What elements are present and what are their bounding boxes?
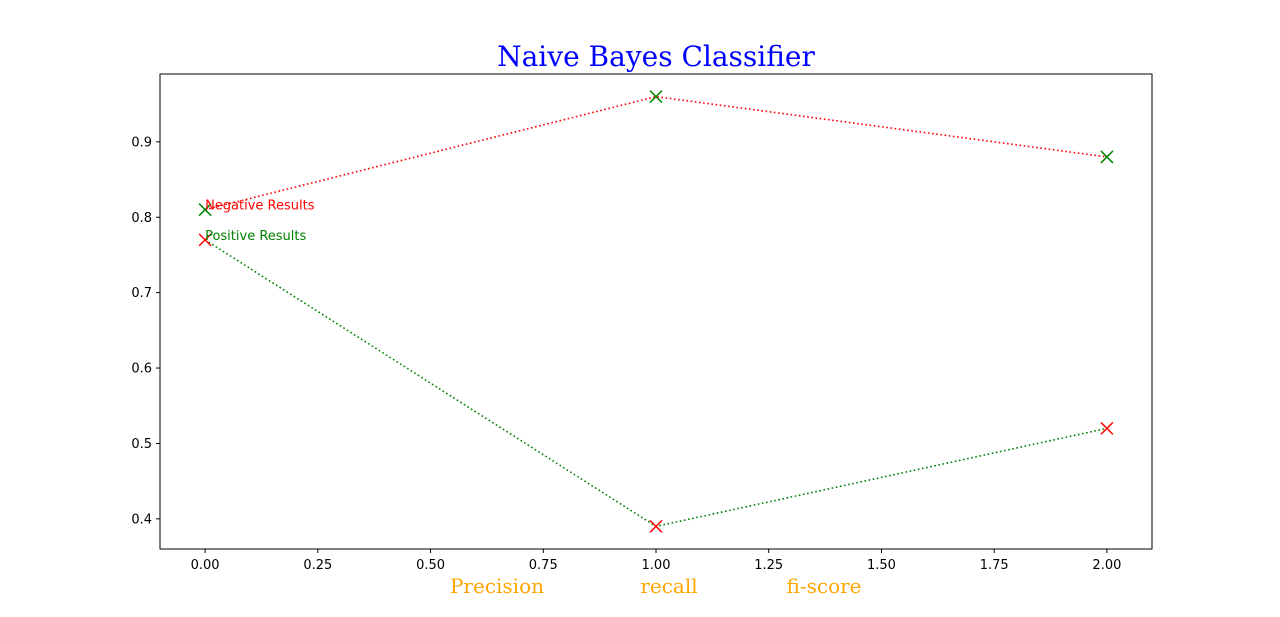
y-tick-label: 0.6 <box>131 362 152 377</box>
xlabel-precision: Precision <box>450 574 544 598</box>
y-tick-label: 0.7 <box>131 286 152 301</box>
chart-title: Naive Bayes Classifier <box>497 40 815 73</box>
x-tick-label: 0.25 <box>303 558 332 573</box>
series-2-point <box>649 519 663 533</box>
annotation-label: Negative Results <box>205 199 315 214</box>
annotations: Negative Results Positive Results <box>205 199 315 244</box>
x-axis-ticks: 0.00 0.25 0.50 0.75 1.00 1.25 1.50 1.75 2.00 <box>191 549 1121 573</box>
series-1-point <box>1100 150 1114 164</box>
plot-area <box>159 73 1153 550</box>
y-tick-label: 0.5 <box>131 437 152 452</box>
xlabel-recall: recall <box>640 574 697 598</box>
series-2-point <box>198 233 212 247</box>
annotation-label: Positive Results <box>205 229 306 244</box>
series-1-point <box>198 203 212 217</box>
x-tick-label: 0.50 <box>416 558 445 573</box>
x-tick-label: 0.00 <box>191 558 220 573</box>
series-2-line <box>204 239 1108 528</box>
series-2-point <box>1100 421 1114 435</box>
y-axis-ticks: 0.4 0.5 0.6 0.7 0.8 0.9 <box>131 135 160 527</box>
y-tick-label: 0.4 <box>131 512 152 527</box>
series-1-point <box>649 90 663 104</box>
x-tick-label: 2.00 <box>1092 558 1121 573</box>
y-tick-label: 0.8 <box>131 211 152 226</box>
x-tick-label: 0.75 <box>529 558 558 573</box>
series-1-line <box>204 95 1108 211</box>
plot-marks <box>198 90 1114 533</box>
x-tick-label: 1.00 <box>642 558 671 573</box>
x-tick-label: 1.50 <box>867 558 896 573</box>
y-tick-label: 0.9 <box>131 135 152 150</box>
xlabel-fi-score: fi-score <box>787 574 862 598</box>
x-tick-label: 1.75 <box>980 558 1009 573</box>
x-tick-label: 1.25 <box>754 558 783 573</box>
